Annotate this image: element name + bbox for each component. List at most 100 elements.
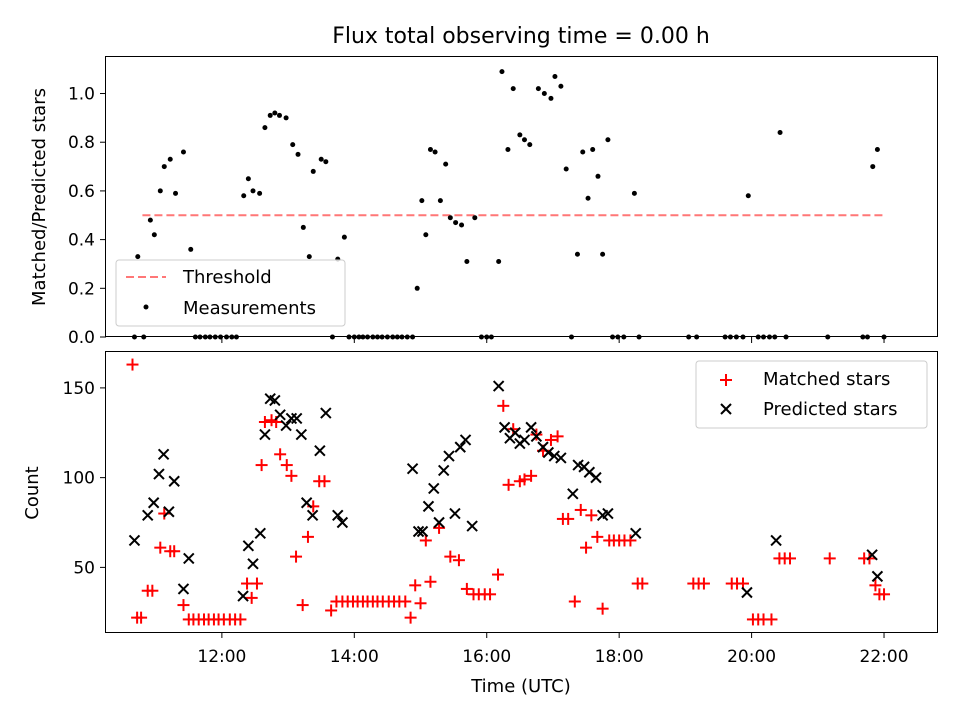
top-panel: Flux total observing time = 0.00 h Match…	[29, 24, 938, 348]
chart-title: Flux total observing time = 0.00 h	[332, 24, 710, 49]
x-axis-label: Time (UTC)	[470, 676, 571, 697]
measurement-point	[517, 132, 523, 138]
bottom-y-tick-label: 150	[63, 379, 95, 399]
predicted-star-point	[142, 509, 154, 522]
measurement-point	[472, 215, 478, 221]
measurement-point	[535, 86, 541, 92]
bottom-x-tick-label: 16:00	[462, 647, 511, 667]
matched-star-point	[234, 613, 247, 626]
matched-star-point	[624, 534, 637, 547]
measurement-point	[262, 125, 268, 131]
measurement-point	[188, 246, 194, 252]
predicted-star-point	[602, 507, 614, 520]
measurement-point	[241, 193, 247, 199]
measurement-point	[595, 173, 601, 179]
matched-star-point	[290, 550, 303, 563]
measurement-point	[272, 110, 278, 116]
matched-star-point	[325, 604, 338, 617]
bottom-y-tick-label: 50	[73, 558, 95, 578]
matched-star-point	[765, 613, 778, 626]
predicted-star-point	[336, 516, 349, 529]
matched-star-point	[258, 416, 271, 428]
predicted-star-point	[509, 427, 521, 439]
matched-star-point	[562, 512, 575, 525]
measurement-point	[157, 188, 163, 194]
measurement-point	[276, 112, 282, 118]
measurement-point	[453, 220, 459, 226]
measurement-point	[510, 86, 516, 92]
measurement-point	[527, 142, 533, 148]
measurement-point	[161, 164, 167, 170]
measurement-point	[151, 232, 157, 238]
matched-star-point	[878, 588, 891, 601]
matched-star-point	[502, 478, 515, 491]
measurement-point	[496, 259, 502, 265]
bottom-plot-area	[126, 358, 891, 626]
predicted-star-point	[466, 520, 478, 532]
predicted-star-point	[428, 482, 440, 495]
matched-star-point	[274, 448, 287, 461]
predicted-star-point	[295, 428, 308, 441]
measurement-point	[631, 190, 637, 196]
bottom-axes-frame	[105, 351, 938, 633]
measurement-point	[585, 195, 591, 201]
predicted-star-point	[406, 462, 419, 475]
matched-star-point	[636, 577, 649, 590]
predicted-star-point	[269, 394, 281, 407]
matched-star-point	[574, 503, 587, 516]
measurement-point	[505, 147, 511, 153]
predicted-star-point	[449, 507, 461, 520]
matched-star-point	[285, 469, 298, 482]
predicted-star-point	[177, 583, 190, 595]
top-y-tick-label: 0.0	[68, 328, 95, 348]
predicted-star-point	[163, 506, 175, 518]
matched-star-point	[544, 433, 557, 446]
predicted-star-point	[254, 527, 266, 539]
predicted-star-point	[153, 468, 165, 480]
predicted-star-point	[168, 475, 180, 487]
predicted-star-point	[741, 586, 753, 599]
legend-predicted-label: Predicted stars	[763, 399, 897, 420]
matched-star-point	[530, 428, 543, 441]
matched-star-point	[518, 473, 531, 486]
top-y-ticks: 0.0 0.2 0.4 0.6 0.8 1.0	[68, 85, 106, 348]
matched-star-point	[250, 577, 263, 590]
matched-star-point	[424, 575, 437, 588]
matched-star-point	[245, 591, 258, 604]
measurement-point	[548, 95, 554, 101]
measurement-point	[745, 193, 751, 199]
measurement-point	[173, 190, 179, 196]
top-legend-box	[115, 259, 346, 327]
matched-star-point	[296, 599, 309, 612]
matched-star-point	[409, 579, 422, 592]
measurement-point	[427, 147, 433, 153]
measurement-point	[245, 176, 251, 182]
measurement-point	[574, 251, 580, 257]
measurement-point	[874, 147, 880, 153]
matched-star-point	[280, 459, 293, 472]
legend-measurements-marker	[143, 304, 149, 310]
predicted-star-point	[259, 428, 271, 441]
predicted-star-point	[459, 434, 472, 446]
predicted-star-point	[290, 412, 303, 425]
matched-star-point	[419, 534, 432, 547]
legend-matched-label: Matched stars	[763, 369, 890, 390]
legend-predicted-marker	[720, 403, 732, 415]
matched-star-point	[585, 509, 598, 522]
matched-star-point	[551, 430, 564, 443]
measurement-point	[552, 73, 558, 79]
matched-star-point	[580, 541, 593, 554]
measurement-point	[558, 83, 564, 89]
matched-star-point	[404, 611, 417, 624]
measurement-point	[423, 232, 429, 238]
predicted-star-point	[280, 419, 292, 432]
predicted-star-point	[416, 525, 429, 538]
measurement-point	[499, 69, 505, 75]
predicted-star-point	[412, 525, 425, 538]
measurement-point	[447, 215, 453, 221]
matched-star-point	[177, 599, 190, 612]
matched-star-point	[525, 469, 538, 482]
bottom-x-ticks: 12:00 14:00 16:00 18:00 20:00 22:00	[197, 632, 909, 667]
predicted-star-point	[422, 500, 435, 513]
